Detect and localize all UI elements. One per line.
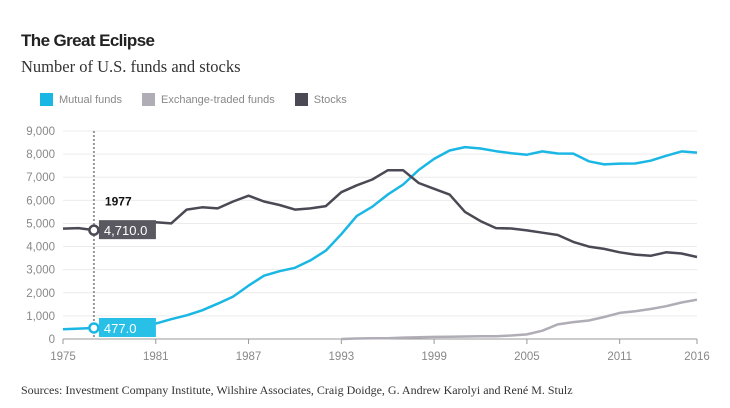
legend: Mutual funds Exchange-traded funds Stock…: [40, 93, 347, 106]
y-tick-label: 7,000: [26, 172, 55, 184]
series-line-exchange-traded-funds: [341, 298, 698, 341]
tooltip-value-box: [98, 317, 156, 337]
y-tick-label: 9,000: [26, 126, 55, 138]
hover-point: [88, 322, 100, 334]
series-line-stocks: [62, 169, 698, 259]
y-tick-label: 1,000: [26, 311, 55, 323]
x-tick-label: 1987: [236, 351, 262, 363]
x-tick-label: 1975: [50, 351, 76, 363]
tooltip-year: 1977: [105, 194, 132, 208]
x-tick-label: 2016: [684, 351, 710, 363]
tooltip-value: 4,710.0: [104, 223, 147, 238]
y-tick-label: 0: [49, 334, 55, 346]
y-tick-label: 6,000: [26, 195, 55, 207]
hover-point: [88, 224, 100, 236]
tooltip-value-box: [98, 220, 156, 240]
y-tick-label: 8,000: [26, 149, 55, 161]
source-note: Sources: Investment Company Institute, W…: [21, 383, 573, 397]
legend-item-etfs[interactable]: Exchange-traded funds: [141, 93, 275, 106]
x-tick-label: 1981: [143, 351, 169, 363]
legend-swatch: [141, 93, 155, 106]
legend-swatch: [294, 93, 308, 106]
x-tick-label: 1999: [421, 351, 447, 363]
legend-label: Mutual funds: [59, 93, 122, 106]
legend-swatch: [40, 93, 53, 106]
y-tick-label: 5,000: [26, 218, 55, 230]
legend-item-stocks[interactable]: Stocks: [294, 93, 347, 106]
tooltip-value: 477.0: [104, 321, 137, 336]
y-tick-label: 3,000: [26, 265, 55, 277]
y-tick-label: 4,000: [26, 242, 55, 254]
x-tick-label: 2011: [607, 351, 632, 363]
y-tick-label: 2,000: [26, 288, 55, 300]
series-line-mutual-funds: [62, 145, 698, 331]
x-tick-label: 1993: [329, 351, 355, 363]
chart-title: The Great Eclipse: [21, 31, 155, 50]
chart-subtitle: Number of U.S. funds and stocks: [21, 57, 241, 76]
legend-label: Stocks: [313, 93, 347, 106]
legend-label: Exchange-traded funds: [160, 93, 275, 106]
legend-item-mutual-funds[interactable]: Mutual funds: [40, 93, 122, 106]
x-tick-label: 2005: [514, 351, 540, 363]
